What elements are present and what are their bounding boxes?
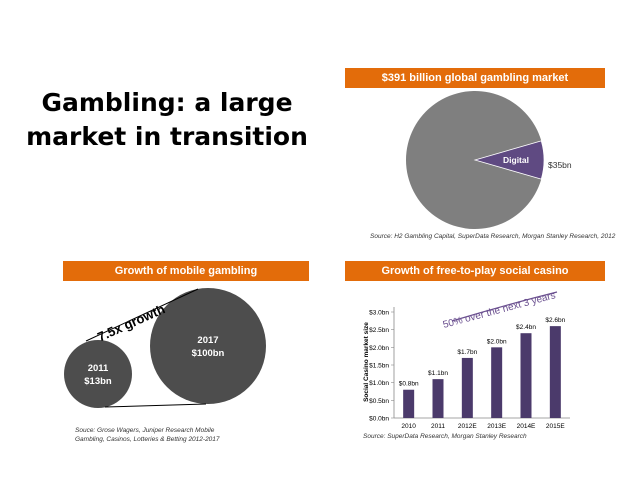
- bars: $0.8bn $1.1bn $1.7bn $2.0bn $2.4bn $2.6bn: [399, 317, 566, 418]
- pie-slice-digital: [473, 140, 545, 180]
- bar-2015E: [549, 326, 561, 418]
- global-market-banner: $391 billion global gambling market: [345, 68, 605, 88]
- bar-chart: Social Casino market size $0.0bn $0.5bn $1…: [363, 290, 570, 430]
- bubble-tangent-bottom: [104, 403, 207, 408]
- y-tick-label: $3.0bn: [369, 310, 389, 317]
- slide-title: Gambling: a large market in transition: [22, 86, 312, 154]
- mobile-source: Souce: Grose Wagers, Juniper Research Mo…: [75, 426, 220, 444]
- bar-2012E: [461, 357, 473, 418]
- social-casino-banner: Growth of free-to-play social casino: [345, 261, 605, 281]
- title-line-2: market in transition: [26, 122, 308, 151]
- y-axis-label: Social Casino market size: [363, 322, 370, 402]
- y-tick-label: $2.0bn: [369, 345, 389, 352]
- bar-2011: [432, 379, 444, 418]
- bar-2013E: [491, 347, 503, 418]
- x-tick-label: 2014E: [517, 423, 536, 430]
- bubble-tangent-top: [85, 288, 199, 342]
- y-tick-label: $0.0bn: [369, 416, 389, 423]
- mobile-source-line-1: Souce: Grose Wagers, Juniper Research Mo…: [75, 427, 215, 434]
- growth-arrow-line: [451, 291, 558, 322]
- bar-value-label: $2.4bn: [516, 324, 536, 331]
- bubble-chart: 2011 $13bn 2017 $100bn 7.5x growth: [64, 288, 266, 408]
- bubble-2011-value: $13bn: [84, 376, 112, 387]
- bar-value-label: $2.0bn: [487, 338, 507, 345]
- bubble-2017-value: $100bn: [192, 348, 225, 359]
- y-ticks: $0.0bn $0.5bn $1.0bn $1.5bn $2.0bn $2.5bn $3.0…: [369, 310, 394, 423]
- bar-value-label: $0.8bn: [399, 381, 419, 388]
- bar-value-label: $1.1bn: [428, 370, 448, 377]
- bar-value-label: $1.7bn: [457, 349, 477, 356]
- y-tick-label: $0.5bn: [369, 398, 389, 405]
- bar-value-label: $2.6bn: [545, 317, 565, 324]
- x-tick-label: 2011: [431, 423, 445, 430]
- global-source: Source: H2 Gambling Capital, SuperData R…: [370, 233, 616, 240]
- bar-2010: [403, 389, 415, 418]
- pie-digital-label: Digital: [503, 155, 529, 165]
- x-tick-label: 2012E: [458, 423, 477, 430]
- bar-2014E: [520, 333, 532, 418]
- bubble-2011: [64, 340, 132, 408]
- x-tick-label: 2013E: [487, 423, 506, 430]
- mobile-gambling-banner: Growth of mobile gambling: [63, 261, 309, 281]
- mobile-source-line-2: Gambling, Casinos, Lotteries & Betting 2…: [75, 436, 220, 443]
- bubble-2011-year: 2011: [88, 363, 109, 374]
- title-line-1: Gambling: a large: [41, 88, 293, 117]
- x-tick-labels: 2010 2011 2012E 2013E 2014E 2015E: [401, 423, 565, 430]
- bubble-2017: [150, 288, 266, 404]
- y-tick-label: $1.0bn: [369, 380, 389, 387]
- x-tick-label: 2015E: [546, 423, 565, 430]
- bar-annotation: 50% over the next 3 years: [442, 290, 557, 331]
- pie-digital-value: $35bn: [548, 160, 572, 170]
- y-tick-label: $1.5bn: [369, 363, 389, 370]
- bubble-2017-year: 2017: [197, 335, 218, 346]
- pie-chart: Digital $35bn: [405, 90, 572, 230]
- x-tick-label: 2010: [401, 423, 416, 430]
- y-tick-label: $2.5bn: [369, 327, 389, 334]
- social-source: Source: SuperData Research, Morgan Stanl…: [363, 433, 527, 440]
